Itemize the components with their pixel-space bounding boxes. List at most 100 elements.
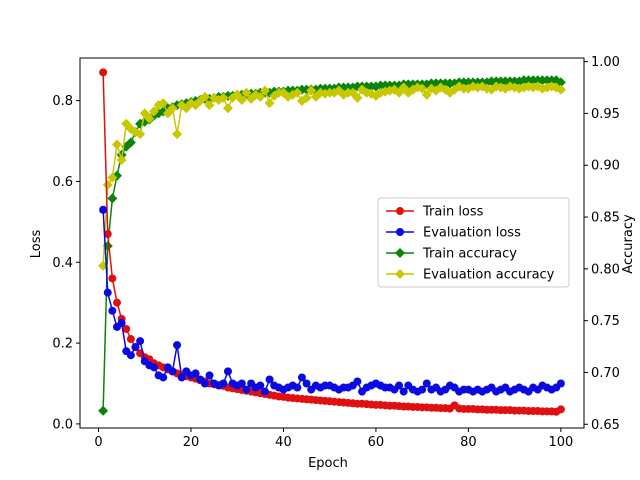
data-point-evaluation-loss bbox=[205, 371, 214, 380]
data-point-evaluation-accuracy bbox=[259, 85, 270, 96]
data-point-evaluation-loss bbox=[302, 379, 311, 388]
legend-swatch-marker bbox=[395, 248, 405, 258]
data-point-evaluation-accuracy bbox=[505, 81, 516, 92]
data-point-evaluation-loss bbox=[159, 373, 168, 382]
y-tick-label-left: 0.8 bbox=[52, 94, 73, 109]
data-point-evaluation-loss bbox=[399, 387, 408, 396]
y-axis-title-left: Loss bbox=[29, 230, 44, 259]
data-point-evaluation-loss bbox=[177, 373, 186, 382]
legend-entry-evaluation-loss: Evaluation loss bbox=[386, 226, 521, 241]
y-axis-title-right: Accuracy bbox=[621, 214, 636, 274]
series-evaluation-loss bbox=[99, 205, 565, 396]
data-point-evaluation-loss bbox=[223, 367, 232, 376]
x-tick-label: 40 bbox=[275, 435, 292, 450]
data-point-evaluation-loss bbox=[200, 379, 209, 388]
data-point-train-loss bbox=[99, 68, 108, 77]
data-point-evaluation-loss bbox=[108, 306, 117, 315]
data-point-evaluation-loss bbox=[556, 379, 565, 388]
data-point-evaluation-accuracy bbox=[102, 179, 113, 190]
data-point-evaluation-accuracy bbox=[144, 113, 155, 124]
data-point-train-loss bbox=[122, 324, 131, 333]
data-point-evaluation-accuracy bbox=[111, 139, 122, 150]
y-tick-label-right: 0.90 bbox=[591, 159, 620, 174]
data-point-train-loss bbox=[108, 274, 117, 283]
ticks-layer: 0 20 40 60 80 100 0.0 0.2 0.4 0.6 0.8 0.65 0.70 0.75 0… bbox=[52, 55, 620, 450]
data-point-evaluation-loss bbox=[422, 379, 431, 388]
data-point-evaluation-accuracy bbox=[116, 155, 127, 166]
legend-label: Evaluation loss bbox=[423, 226, 521, 241]
data-point-evaluation-accuracy bbox=[199, 91, 210, 102]
legend-label: Train loss bbox=[422, 205, 484, 220]
data-point-evaluation-accuracy bbox=[241, 87, 252, 98]
legend-swatch-marker bbox=[396, 228, 404, 236]
data-point-evaluation-accuracy bbox=[246, 93, 257, 104]
data-point-evaluation-accuracy bbox=[107, 172, 118, 183]
data-point-evaluation-loss bbox=[191, 369, 200, 378]
y-tick-label-right: 1.00 bbox=[591, 55, 620, 70]
data-point-evaluation-loss bbox=[126, 351, 135, 360]
data-point-evaluation-accuracy bbox=[135, 129, 146, 140]
y-tick-label-right: 0.80 bbox=[591, 262, 620, 277]
data-point-evaluation-accuracy bbox=[204, 100, 215, 111]
data-point-evaluation-accuracy bbox=[306, 85, 317, 96]
data-point-train-accuracy bbox=[125, 137, 136, 148]
data-point-evaluation-loss bbox=[293, 383, 302, 392]
data-point-train-loss bbox=[126, 335, 135, 344]
data-point-evaluation-accuracy bbox=[417, 83, 428, 94]
y-tick-label-left: 0.4 bbox=[52, 256, 73, 271]
data-point-evaluation-accuracy bbox=[352, 92, 363, 103]
data-point-evaluation-accuracy bbox=[236, 94, 247, 105]
data-point-evaluation-accuracy bbox=[264, 98, 275, 109]
y-tick-label-left: 0.2 bbox=[52, 337, 73, 352]
data-point-evaluation-loss bbox=[219, 379, 228, 388]
data-point-evaluation-accuracy bbox=[218, 92, 229, 103]
data-point-evaluation-loss bbox=[265, 375, 274, 384]
x-tick-label: 60 bbox=[368, 435, 385, 450]
data-point-evaluation-accuracy bbox=[222, 103, 233, 114]
legend-label: Train accuracy bbox=[422, 247, 517, 262]
data-point-train-loss bbox=[103, 229, 112, 238]
legend-entry-train-accuracy: Train accuracy bbox=[386, 247, 517, 262]
data-point-evaluation-loss bbox=[242, 385, 251, 394]
x-tick-label: 0 bbox=[94, 435, 102, 450]
legend-box bbox=[377, 197, 570, 288]
legend-label: Evaluation accuracy bbox=[423, 268, 555, 283]
data-point-evaluation-loss bbox=[237, 379, 246, 388]
y-tick-label-right: 0.95 bbox=[591, 107, 620, 122]
data-point-evaluation-loss bbox=[99, 205, 108, 214]
legend-swatch-marker bbox=[396, 207, 404, 215]
data-point-evaluation-accuracy bbox=[255, 91, 266, 102]
data-point-evaluation-loss bbox=[297, 373, 306, 382]
y-tick-label-right: 0.70 bbox=[591, 366, 620, 381]
plot-frame bbox=[79, 57, 585, 429]
data-point-evaluation-accuracy bbox=[172, 129, 183, 140]
data-point-train-loss bbox=[112, 298, 121, 307]
data-point-evaluation-loss bbox=[418, 385, 427, 394]
data-point-evaluation-loss bbox=[117, 318, 126, 327]
data-point-evaluation-loss bbox=[395, 381, 404, 390]
data-point-evaluation-loss bbox=[353, 377, 362, 386]
data-point-train-accuracy bbox=[107, 193, 118, 204]
y-tick-label-left: 0.0 bbox=[52, 417, 73, 432]
series-evaluation-accuracy bbox=[98, 81, 566, 271]
data-point-evaluation-loss bbox=[256, 381, 265, 390]
data-point-evaluation-loss bbox=[260, 387, 269, 396]
data-point-evaluation-accuracy bbox=[148, 106, 159, 117]
series-layer bbox=[98, 68, 566, 416]
y-tick-label-left: 0.6 bbox=[52, 175, 73, 190]
data-point-evaluation-accuracy bbox=[158, 98, 169, 109]
series-train-accuracy bbox=[98, 75, 566, 416]
y-tick-label-right: 0.65 bbox=[591, 418, 620, 433]
x-tick-label: 100 bbox=[548, 435, 573, 450]
x-axis-title: Epoch bbox=[308, 456, 348, 471]
data-point-train-accuracy bbox=[98, 405, 109, 416]
data-point-evaluation-accuracy bbox=[167, 103, 178, 114]
data-point-evaluation-loss bbox=[131, 343, 140, 352]
data-point-evaluation-accuracy bbox=[292, 87, 303, 98]
data-point-evaluation-loss bbox=[168, 367, 177, 376]
data-point-evaluation-loss bbox=[149, 363, 158, 372]
legend-entry-evaluation-accuracy: Evaluation accuracy bbox=[386, 268, 555, 283]
data-point-train-loss bbox=[556, 405, 565, 414]
y-tick-label-right: 0.75 bbox=[591, 314, 620, 329]
